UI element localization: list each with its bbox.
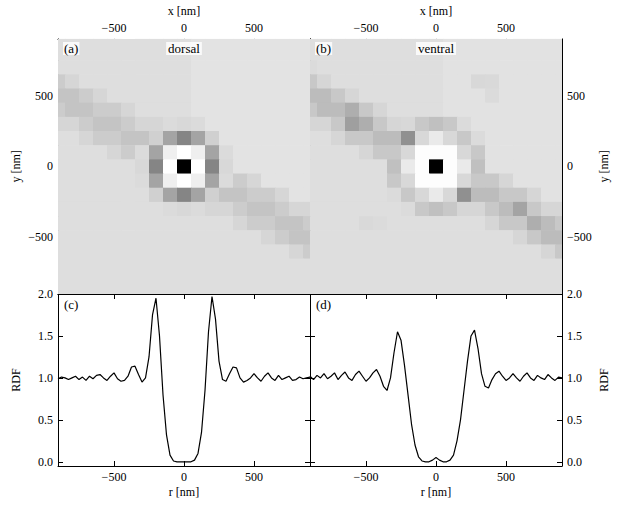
svg-text:500: 500	[245, 21, 263, 35]
svg-text:2.0: 2.0	[38, 287, 53, 301]
svg-text:(a): (a)	[64, 41, 78, 56]
svg-text:−500: −500	[354, 21, 379, 35]
svg-text:1.0: 1.0	[567, 371, 582, 385]
svg-text:500: 500	[497, 470, 515, 484]
svg-text:x [nm]: x [nm]	[420, 4, 452, 18]
svg-text:y [nm]: y [nm]	[9, 150, 23, 182]
svg-text:0.0: 0.0	[567, 455, 582, 469]
svg-text:1.0: 1.0	[38, 371, 53, 385]
svg-text:500: 500	[245, 470, 263, 484]
svg-text:−500: −500	[567, 230, 592, 244]
svg-text:(b): (b)	[316, 41, 331, 56]
svg-text:r [nm]: r [nm]	[169, 485, 199, 499]
svg-text:0: 0	[433, 21, 439, 35]
svg-text:500: 500	[567, 89, 585, 103]
svg-text:x [nm]: x [nm]	[168, 4, 200, 18]
svg-text:−500: −500	[28, 230, 53, 244]
svg-text:1.5: 1.5	[567, 329, 582, 343]
svg-text:−500: −500	[102, 470, 127, 484]
svg-text:0: 0	[567, 159, 573, 173]
svg-text:−500: −500	[354, 470, 379, 484]
svg-text:y [nm]: y [nm]	[597, 150, 611, 182]
svg-text:RDF: RDF	[9, 368, 23, 392]
svg-text:0: 0	[181, 21, 187, 35]
svg-text:1.5: 1.5	[38, 329, 53, 343]
svg-text:dorsal: dorsal	[168, 41, 200, 56]
svg-text:ventral: ventral	[418, 41, 454, 56]
svg-text:500: 500	[35, 89, 53, 103]
svg-text:0: 0	[433, 470, 439, 484]
svg-text:(c): (c)	[64, 297, 78, 312]
svg-text:(d): (d)	[316, 297, 331, 312]
svg-text:−500: −500	[102, 21, 127, 35]
svg-text:0.5: 0.5	[38, 413, 53, 427]
svg-text:r [nm]: r [nm]	[421, 485, 451, 499]
svg-text:RDF: RDF	[597, 368, 611, 392]
svg-text:0.0: 0.0	[38, 455, 53, 469]
svg-text:0: 0	[47, 159, 53, 173]
svg-text:0: 0	[181, 470, 187, 484]
svg-text:2.0: 2.0	[567, 287, 582, 301]
svg-text:0.5: 0.5	[567, 413, 582, 427]
svg-text:500: 500	[497, 21, 515, 35]
